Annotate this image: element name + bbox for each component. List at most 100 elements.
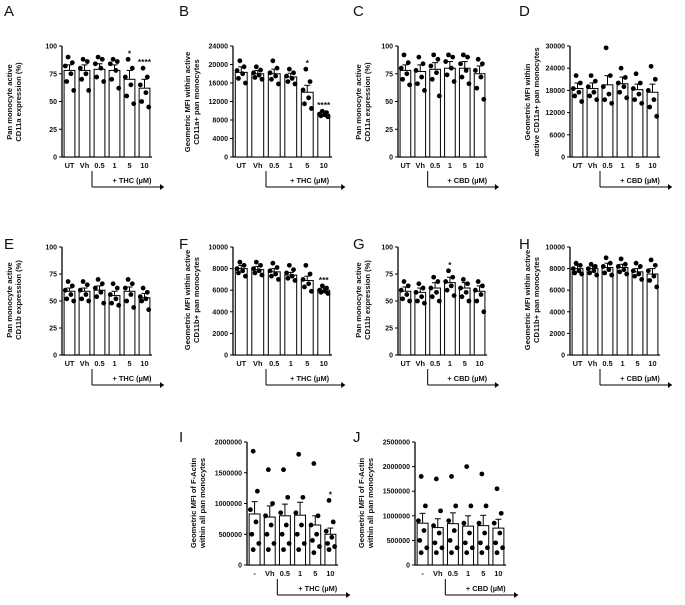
data-point bbox=[422, 88, 427, 93]
category-label: 10 bbox=[326, 569, 334, 578]
y-tick-label: 75 bbox=[49, 272, 57, 279]
data-point bbox=[253, 64, 259, 70]
data-point bbox=[268, 522, 274, 528]
treatment-arrow bbox=[668, 184, 672, 190]
data-point bbox=[256, 268, 262, 274]
y-tick-label: 4000 bbox=[212, 136, 228, 143]
category-label: 5 bbox=[481, 569, 485, 578]
category-label: 1 bbox=[448, 359, 452, 368]
data-point bbox=[71, 88, 77, 93]
data-point bbox=[128, 292, 134, 297]
significance-label: **** bbox=[317, 100, 331, 110]
data-point bbox=[449, 550, 454, 556]
y-tick-label: 20000 bbox=[209, 62, 229, 69]
data-point bbox=[286, 262, 292, 268]
data-point bbox=[594, 97, 600, 103]
panel-letter: D bbox=[519, 3, 530, 20]
y-axis-label: Geometric MFI within activeCD11a+ pan mo… bbox=[183, 52, 201, 152]
data-point bbox=[639, 277, 645, 282]
data-point bbox=[79, 296, 85, 302]
treatment-arrow bbox=[341, 184, 346, 190]
data-point bbox=[256, 72, 262, 78]
data-point bbox=[326, 498, 332, 503]
data-point bbox=[144, 74, 150, 80]
category-label: Vh bbox=[265, 569, 275, 578]
data-point bbox=[446, 52, 451, 58]
data-point bbox=[405, 283, 411, 289]
data-point bbox=[77, 65, 83, 71]
data-point bbox=[617, 269, 623, 275]
data-point bbox=[109, 300, 115, 306]
data-point bbox=[80, 56, 86, 62]
category-label: UT bbox=[573, 359, 583, 368]
y-tick-label: 4000 bbox=[212, 309, 228, 316]
data-point bbox=[293, 510, 299, 516]
data-point bbox=[329, 534, 335, 540]
data-point bbox=[420, 61, 426, 67]
data-point bbox=[292, 278, 298, 283]
bar bbox=[616, 267, 629, 356]
data-point bbox=[632, 97, 638, 103]
y-tick-label: 0 bbox=[389, 353, 393, 360]
data-point bbox=[400, 296, 406, 302]
data-point bbox=[464, 464, 470, 469]
data-point bbox=[618, 256, 624, 262]
data-point bbox=[415, 81, 420, 87]
data-point bbox=[311, 461, 317, 466]
data-point bbox=[401, 52, 407, 58]
data-point bbox=[269, 273, 274, 279]
data-point bbox=[323, 528, 329, 534]
data-point bbox=[479, 61, 485, 67]
data-point bbox=[458, 61, 463, 67]
category-label: 0.5 bbox=[430, 359, 440, 368]
data-point bbox=[588, 73, 594, 78]
data-point bbox=[429, 76, 435, 82]
category-label: 1 bbox=[112, 161, 116, 170]
data-point bbox=[146, 307, 152, 313]
data-point bbox=[113, 68, 119, 73]
panel-H: H 0 2000 4000 6000 8000 10000 Geometric MFI wit… bbox=[519, 236, 672, 388]
category-label: 1 bbox=[298, 569, 302, 578]
data-point bbox=[325, 114, 331, 120]
data-point bbox=[140, 65, 146, 71]
data-point bbox=[436, 298, 442, 304]
data-point bbox=[645, 88, 651, 93]
data-point bbox=[300, 87, 306, 93]
category-label: 5 bbox=[463, 359, 467, 368]
data-point bbox=[125, 277, 131, 282]
y-tick-label: 0 bbox=[224, 353, 228, 360]
panel-letter: B bbox=[179, 3, 189, 20]
data-point bbox=[285, 275, 291, 281]
data-point bbox=[263, 513, 268, 519]
data-point bbox=[624, 95, 630, 101]
data-point bbox=[433, 550, 439, 556]
data-point bbox=[462, 540, 468, 546]
data-point bbox=[139, 99, 145, 104]
y-tick-label: 75 bbox=[385, 71, 393, 78]
data-point bbox=[607, 73, 613, 78]
data-point bbox=[603, 45, 609, 51]
data-point bbox=[94, 294, 100, 300]
data-point bbox=[419, 294, 425, 300]
y-tick-label: 16000 bbox=[209, 81, 229, 88]
data-point bbox=[69, 283, 75, 289]
data-point bbox=[330, 519, 336, 525]
data-point bbox=[259, 272, 265, 278]
data-point bbox=[273, 271, 279, 277]
category-label: 5 bbox=[305, 161, 309, 170]
category-label: 10 bbox=[140, 161, 148, 170]
y-tick-label: 8000 bbox=[549, 266, 565, 273]
panel-D: D 0 6000 12000 18000 24000 30000 Geometric MFI … bbox=[519, 3, 672, 190]
data-point bbox=[95, 277, 101, 282]
category-label: 10 bbox=[475, 161, 483, 170]
data-point bbox=[622, 75, 628, 80]
category-label: 5 bbox=[127, 161, 131, 170]
data-point bbox=[429, 294, 435, 300]
data-point bbox=[267, 70, 273, 76]
data-point bbox=[474, 298, 480, 304]
data-point bbox=[579, 271, 585, 277]
category-label: 1 bbox=[620, 161, 624, 170]
y-axis-label-line: CD11a+ pan monocytes bbox=[192, 59, 201, 144]
data-point bbox=[615, 264, 621, 269]
data-point bbox=[252, 270, 258, 276]
